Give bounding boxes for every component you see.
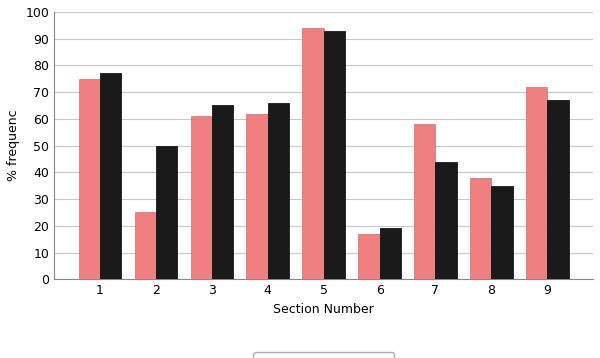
Bar	[134, 212, 156, 279]
Bar	[470, 178, 491, 279]
Bar	[191, 116, 212, 279]
Bar	[547, 100, 569, 279]
Bar	[526, 87, 547, 279]
Bar	[436, 161, 457, 279]
Legend: 2000, 1999: 2000, 1999	[253, 352, 394, 358]
Bar	[247, 113, 268, 279]
Bar	[79, 79, 100, 279]
Bar	[212, 106, 233, 279]
Bar	[156, 146, 177, 279]
Bar	[491, 186, 512, 279]
X-axis label: Section Number: Section Number	[273, 303, 374, 316]
Bar	[380, 228, 401, 279]
Bar	[358, 234, 380, 279]
Bar	[414, 124, 436, 279]
Bar	[323, 31, 345, 279]
Bar	[100, 73, 121, 279]
Y-axis label: % frequenc: % frequenc	[7, 110, 20, 182]
Bar	[302, 28, 323, 279]
Bar	[268, 103, 289, 279]
